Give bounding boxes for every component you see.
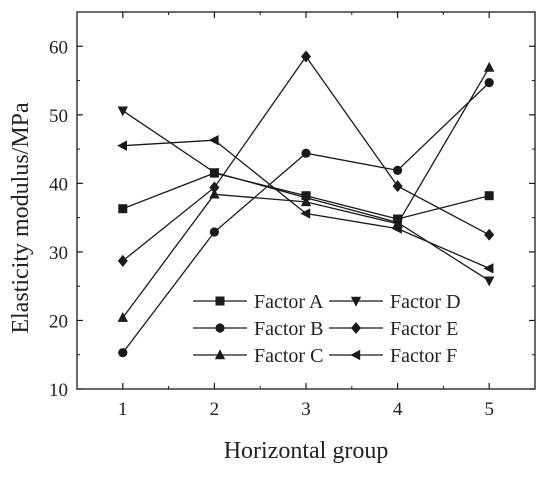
legend-label: Factor D [390,291,461,313]
x-axis-title: Horizontal group [224,438,389,464]
legend-item-factor-e: Factor E [329,318,458,340]
data-point-factor-c [484,61,495,72]
x-tick-label: 5 [484,399,494,420]
data-point-factor-c [209,188,220,199]
legend-marker [215,323,225,333]
data-point-factor-e [484,228,495,241]
legend-marker [350,349,361,361]
y-tick-label: 10 [49,380,68,401]
data-point-factor-e [209,181,220,194]
data-point-factor-b [393,165,403,175]
data-point-factor-f [117,140,127,151]
data-point-factor-b [484,78,494,88]
series-factor-b [118,78,494,358]
series-line-factor-e [122,55,490,262]
legend-label: Factor B [254,318,323,340]
series-factor-d [117,106,495,287]
legend-label: Factor A [254,291,324,313]
legend: Factor A Factor B Factor C Factor D Factor E… [193,291,461,367]
data-point-factor-f [483,263,494,274]
legend-item-factor-c: Factor C [193,345,323,367]
data-point-factor-d [117,106,128,117]
series-factor-e [117,50,495,267]
legend-item-factor-d: Factor D [329,291,461,313]
legend-item-factor-a: Factor A [193,291,324,313]
data-point-factor-a [484,191,494,201]
y-axis-title: Elasticity modulus/MPa [8,102,34,334]
y-tick-label: 20 [49,311,68,332]
data-point-factor-f [391,223,402,234]
axes: 1 2 3 4 5 10 20 30 40 50 60 [49,11,536,420]
data-point-factor-d [392,218,403,229]
legend-marker [214,349,226,360]
y-tick-label: 50 [49,106,68,127]
x-tick-label: 3 [301,399,311,420]
data-point-factor-d [300,193,312,204]
y-tick-label: 40 [49,174,68,195]
x-tick-label: 2 [210,399,220,420]
x-tick-label: 4 [393,399,403,420]
data-point-factor-f [300,208,311,219]
legend-marker [351,322,361,334]
data-point-factor-d [209,168,220,179]
data-point-factor-a [118,204,128,214]
data-point-factor-f [208,134,219,146]
data-point-factor-e [301,50,311,63]
series-factor-f [117,134,494,274]
legend-label: Factor E [390,318,458,340]
data-point-factor-d [484,276,495,287]
data-point-factor-b [301,148,311,158]
data-point-factor-e [392,180,403,193]
data-point-factor-b [209,227,219,237]
legend-label: Factor C [254,345,323,367]
legend-item-factor-b: Factor B [193,318,323,340]
data-point-factor-e [117,254,128,267]
y-tick-label: 60 [49,37,68,58]
data-point-factor-c [117,312,128,322]
y-tick-label: 30 [49,243,68,264]
legend-marker [215,296,225,306]
series-layer [117,50,495,358]
x-tick-label: 1 [118,399,128,420]
legend-item-factor-f: Factor F [329,345,457,367]
data-point-factor-b [118,348,128,358]
legend-marker [350,296,362,307]
legend-label: Factor F [390,345,457,367]
